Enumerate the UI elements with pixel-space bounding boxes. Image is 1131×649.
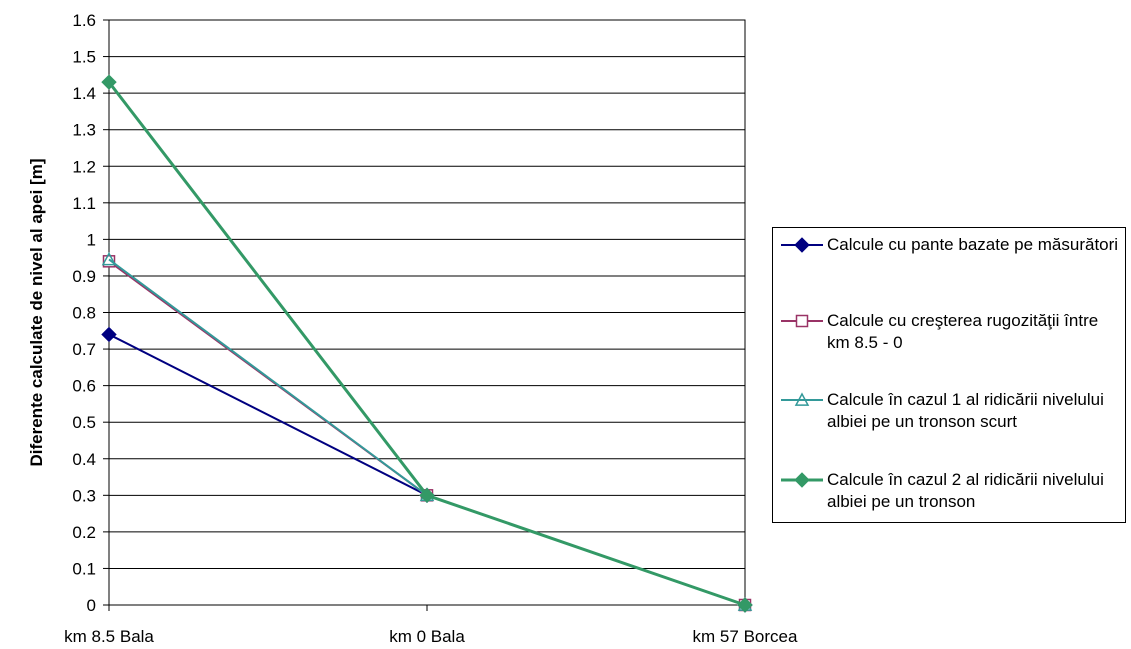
x-tick-label: km 0 Bala xyxy=(389,627,465,646)
y-tick-label: 1.3 xyxy=(72,121,96,140)
data-point-marker xyxy=(101,326,117,343)
y-tick-label: 0.7 xyxy=(72,340,96,359)
y-tick-label: 1.6 xyxy=(72,11,96,30)
legend-marker-series-1 xyxy=(781,237,823,253)
x-tick-label: km 57 Borcea xyxy=(693,627,798,646)
legend-label-series-3: Calcule în cazul 1 al ridicării nivelulu… xyxy=(827,390,1104,431)
y-tick-label: 0.4 xyxy=(72,450,96,469)
x-axis-ticks: km 8.5 Bala km 0 Bala km 57 Borcea xyxy=(64,605,798,646)
y-tick-label: 1.2 xyxy=(72,157,96,176)
y-tick-label: 0 xyxy=(87,596,96,615)
y-tick-label: 1.1 xyxy=(72,194,96,213)
series-line xyxy=(108,258,746,606)
data-point-marker xyxy=(102,255,116,268)
y-tick-label: 1 xyxy=(87,230,96,249)
legend-marker-series-2 xyxy=(781,314,823,328)
data-point-marker xyxy=(419,487,435,504)
y-tick-label: 1.4 xyxy=(72,84,96,103)
y-axis-ticks: 0 0.1 0.2 0.3 0.4 0.5 0.6 0.7 0.8 0.9 1 1.1 1.2 1.3 1.… xyxy=(72,11,109,615)
legend-label-series-4: Calcule în cazul 2 al ridicării nivelulu… xyxy=(827,470,1104,511)
series-2 xyxy=(102,255,752,612)
data-point-marker xyxy=(794,392,810,406)
data-point-marker xyxy=(101,74,117,90)
y-tick-label: 0.6 xyxy=(72,377,96,396)
y-tick-label: 0.9 xyxy=(72,267,96,286)
legend-marker-series-4 xyxy=(781,472,823,488)
y-tick-label: 0.3 xyxy=(72,486,96,505)
gridlines xyxy=(109,19,745,606)
data-point-marker xyxy=(101,251,117,266)
data-point-marker xyxy=(737,597,753,613)
series-1 xyxy=(101,326,753,613)
series-3 xyxy=(101,251,753,611)
series-group xyxy=(101,74,753,613)
legend-marker-series-3 xyxy=(781,392,823,406)
data-point-marker xyxy=(794,237,810,253)
y-tick-label: 0.2 xyxy=(72,523,96,542)
data-point-marker xyxy=(795,314,809,328)
y-tick-label: 1.5 xyxy=(72,48,96,67)
y-axis-label: Diferente calculate de nivel al apei [m] xyxy=(27,158,46,466)
series-line xyxy=(108,333,746,606)
y-tick-label: 0.1 xyxy=(72,559,96,578)
series-line xyxy=(107,81,746,607)
legend-label-series-1: Calcule cu pante bazate pe măsurători xyxy=(827,235,1119,254)
y-tick-label: 0.5 xyxy=(72,413,96,432)
y-tick-label: 0.8 xyxy=(72,304,96,323)
x-tick-label: km 8.5 Bala xyxy=(64,627,154,646)
series-4 xyxy=(101,74,753,613)
chart-legend: Calcule cu pante bazate pe măsurători Ca… xyxy=(772,227,1126,523)
data-point-marker xyxy=(794,472,810,488)
legend-label-series-2: Calcule cu creşterea rugozităţii între k… xyxy=(827,311,1099,352)
